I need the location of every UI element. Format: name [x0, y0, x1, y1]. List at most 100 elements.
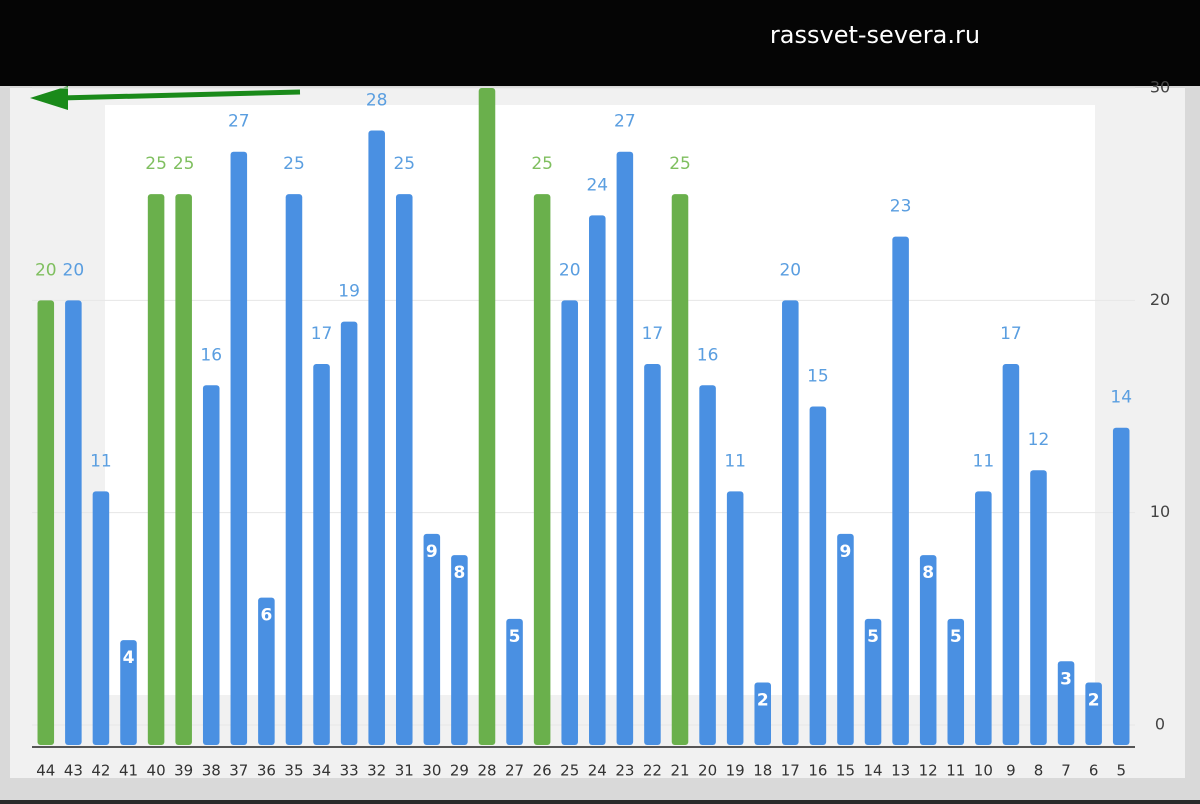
bar: [699, 385, 716, 745]
bar: [864, 618, 882, 745]
x-tick-label: 6: [1089, 762, 1099, 780]
value-label: 20: [559, 260, 581, 280]
bar: [1030, 470, 1047, 745]
y-tick-label: 0: [1155, 715, 1165, 734]
value-label: 20: [63, 260, 85, 280]
value-label: 19: [338, 282, 360, 302]
value-label: 23: [890, 197, 912, 217]
bar: [644, 364, 661, 745]
bar: [202, 385, 220, 745]
bar: [65, 300, 82, 745]
value-label: 25: [393, 154, 415, 174]
value-label: 17: [311, 324, 333, 344]
bar: [423, 533, 441, 745]
bar: [258, 597, 275, 745]
x-tick-label: 5: [1116, 762, 1126, 780]
x-tick-label: 31: [395, 762, 414, 780]
x-tick-label: 8: [1034, 762, 1044, 780]
bar: [37, 300, 55, 745]
y-tick-label: 10: [1150, 502, 1170, 521]
value-label: 12: [1028, 430, 1050, 450]
arrow-shaft: [59, 89, 301, 101]
bar: [395, 194, 413, 745]
bar: [478, 88, 496, 745]
value-label: 11: [973, 451, 995, 471]
x-tick-label: 43: [64, 762, 83, 780]
x-tick-label: 40: [147, 762, 166, 780]
bar: [451, 555, 468, 745]
value-label: 25: [531, 154, 553, 174]
bar: [313, 364, 330, 745]
x-tick-label: 42: [91, 762, 110, 780]
x-tick-label: 25: [560, 762, 579, 780]
value-label: 25: [283, 154, 305, 174]
bar: [919, 555, 937, 745]
x-tick-label: 19: [726, 762, 745, 780]
value-label: 9: [840, 542, 852, 562]
value-label: 8: [453, 563, 465, 583]
x-tick-label: 28: [477, 762, 496, 780]
x-tick-label: 36: [257, 762, 276, 780]
value-label: 2: [1088, 691, 1100, 711]
value-label: 16: [697, 345, 719, 365]
bar: [616, 151, 634, 745]
x-tick-label: 21: [670, 762, 689, 780]
arrow-head: [30, 86, 68, 110]
value-label: 27: [614, 112, 636, 132]
x-tick-label: 44: [36, 762, 55, 780]
y-tick-label: 30: [1150, 78, 1170, 97]
value-label: 25: [145, 154, 167, 174]
x-tick-label: 33: [340, 762, 359, 780]
y-tick-label: 20: [1150, 290, 1170, 309]
bar: [975, 491, 992, 745]
x-tick-label: 9: [1006, 762, 1016, 780]
value-label: 4: [123, 648, 135, 668]
bar: [120, 640, 137, 745]
value-label: 15: [807, 367, 829, 387]
bar: [175, 194, 192, 745]
value-label: 11: [724, 451, 746, 471]
x-tick-label: 17: [781, 762, 800, 780]
x-tick-label: 30: [422, 762, 441, 780]
value-label: 6: [260, 606, 272, 626]
bar: [782, 300, 799, 745]
value-label: 20: [779, 260, 801, 280]
bar: [506, 618, 523, 745]
value-label: 5: [950, 627, 962, 647]
bar: [1112, 427, 1130, 745]
x-tick-label: 32: [367, 762, 386, 780]
bar: [671, 194, 689, 745]
x-tick-label: 18: [753, 762, 772, 780]
value-label: 16: [200, 345, 222, 365]
header-band: [0, 0, 1200, 86]
x-tick-label: 11: [946, 762, 965, 780]
bar: [285, 194, 303, 745]
bar: [147, 194, 165, 745]
bar: [809, 406, 827, 745]
x-tick-label: 13: [891, 762, 910, 780]
x-tick-label: 38: [202, 762, 221, 780]
bar: [726, 491, 744, 745]
value-label: 20: [35, 260, 57, 280]
x-tick-label: 27: [505, 762, 524, 780]
x-tick-label: 37: [229, 762, 248, 780]
bar: [92, 491, 110, 745]
bar: [561, 300, 578, 745]
x-tick-label: 41: [119, 762, 138, 780]
value-label: 11: [90, 451, 112, 471]
x-tick-label: 39: [174, 762, 193, 780]
x-tick-label: 10: [974, 762, 993, 780]
x-tick-label: 24: [588, 762, 607, 780]
bar: [589, 215, 606, 745]
x-tick-label: 14: [863, 762, 882, 780]
bar: [230, 151, 248, 745]
bar: [837, 533, 854, 745]
bar: [1085, 682, 1102, 745]
value-label: 28: [366, 90, 388, 110]
x-tick-label: 16: [808, 762, 827, 780]
bar: [892, 236, 909, 745]
x-tick-label: 7: [1061, 762, 1071, 780]
bar: [947, 618, 965, 745]
